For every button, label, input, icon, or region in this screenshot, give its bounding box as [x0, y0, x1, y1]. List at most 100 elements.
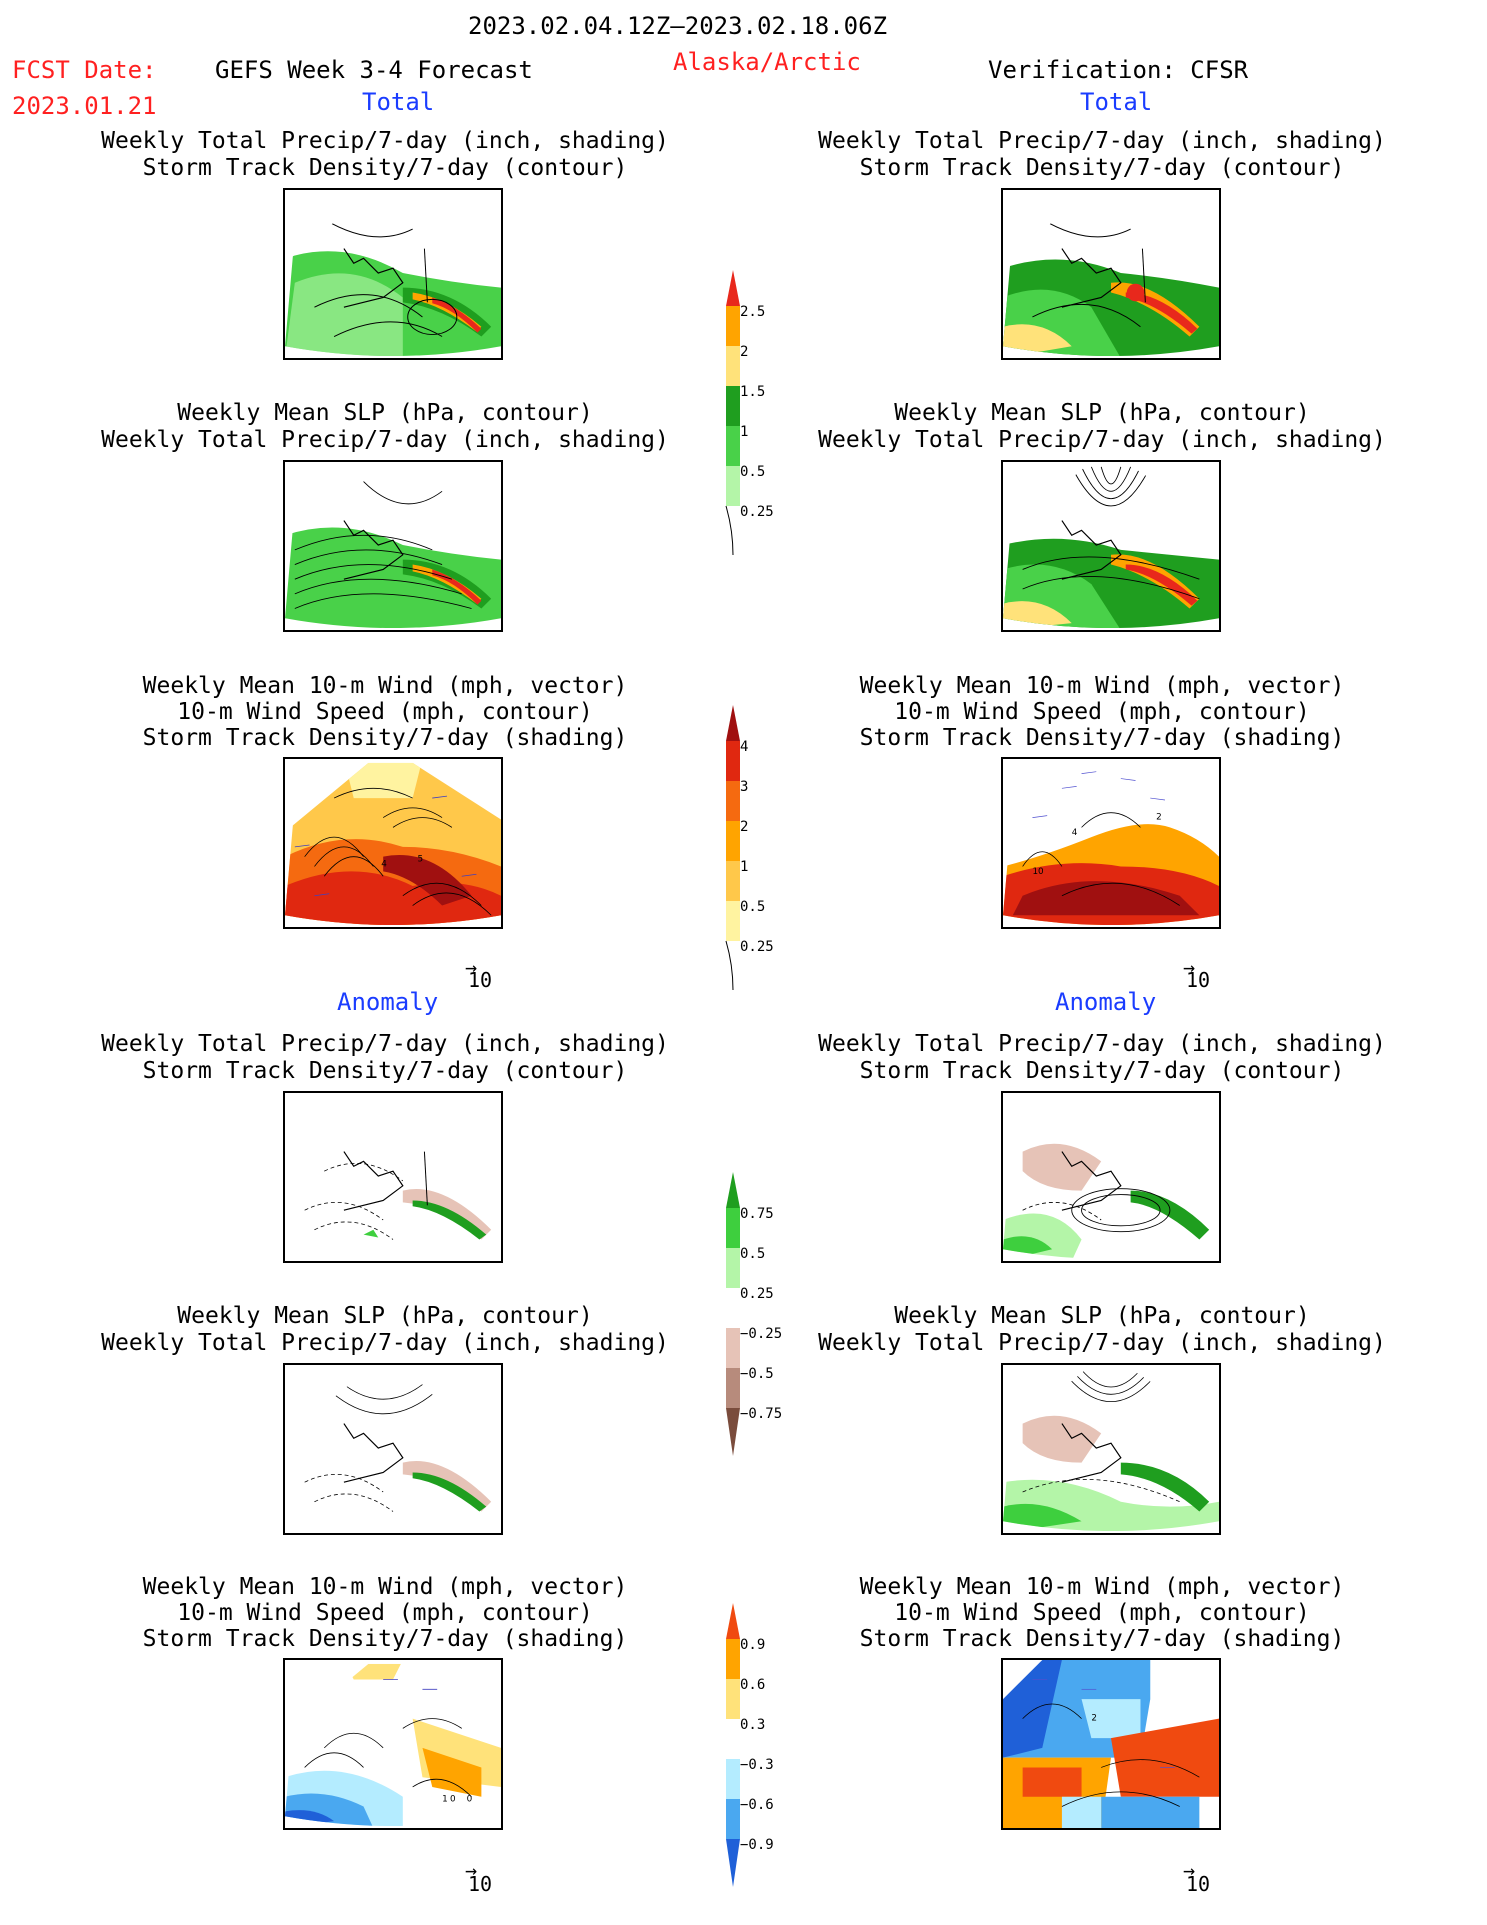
colorbar-label: 1 — [740, 424, 749, 440]
region-title: Alaska/Arctic — [673, 48, 861, 76]
colorbar-label: −0.25 — [740, 1326, 783, 1342]
colorbar-label: 0.9 — [740, 1637, 766, 1653]
fcst-date-value: 2023.01.21 — [12, 92, 157, 120]
colorbar-label: 1.5 — [740, 384, 766, 400]
panel-title-r3-left-2: 10-m Wind Speed (mph, contour) — [177, 699, 593, 725]
panel-title-r1-right-2: Storm Track Density/7-day (contour) — [859, 155, 1345, 181]
colorbar-swatch — [726, 861, 740, 901]
colorbar-swatch — [726, 705, 740, 741]
colorbar-swatch — [726, 1248, 740, 1288]
verification-title: Verification: CFSR — [988, 56, 1249, 84]
map-precip-anom-cfsr — [1001, 1091, 1221, 1263]
colorbar-swatch — [726, 1408, 740, 1456]
colorbar-swatch — [726, 426, 740, 466]
colorbar-swatch — [726, 1799, 740, 1839]
contour-label: 2 — [1091, 1714, 1097, 1724]
panel-title-r5-left-1: Weekly Mean SLP (hPa, contour) — [177, 1303, 593, 1329]
colorbar-label: 4 — [740, 739, 749, 755]
vector-ref-arrow-icon: → — [465, 1858, 478, 1882]
contour-label: 0 — [450, 1795, 456, 1805]
colorbar-swatch — [726, 1328, 740, 1368]
colorbar-label: 0.75 — [740, 1206, 774, 1222]
section-anomaly-left: Anomaly — [337, 988, 439, 1016]
fcst-date-label: FCST Date: — [12, 56, 157, 84]
map-wind-anom-cfsr: 2 — [1001, 1658, 1221, 1830]
map-precip-anom-gefs — [283, 1091, 503, 1263]
colorbar-label: −0.9 — [740, 1837, 774, 1853]
panel-title-r3-left-1: Weekly Mean 10-m Wind (mph, vector) — [142, 673, 628, 699]
colorbar-label: 0.5 — [740, 464, 766, 480]
panel-title-r2-right-1: Weekly Mean SLP (hPa, contour) — [894, 400, 1310, 426]
colorbar-swatch — [726, 1172, 740, 1208]
colorbar-swatch — [726, 1759, 740, 1799]
colorbar-label: 0.25 — [740, 1286, 774, 1302]
panel-title-r2-left-1: Weekly Mean SLP (hPa, contour) — [177, 400, 593, 426]
colorbar-swatch — [726, 1679, 740, 1719]
panel-title-r5-right-2: Weekly Total Precip/7-day (inch, shading… — [818, 1330, 1386, 1356]
vector-ref-arrow-icon: → — [465, 955, 478, 979]
vector-ref-arrow-icon: → — [1183, 1858, 1196, 1882]
colorbar-label: 2.5 — [740, 304, 766, 320]
colorbar-swatch — [726, 1603, 740, 1639]
panel-title-r5-left-2: Weekly Total Precip/7-day (inch, shading… — [101, 1330, 669, 1356]
colorbar-precip-total: 2.5 2 1.5 1 0.5 0.25 — [722, 270, 782, 560]
contour-label: 5 — [418, 855, 424, 865]
colorbar-label: 2 — [740, 344, 749, 360]
section-total-left: Total — [362, 88, 435, 116]
contour-label: 1 — [442, 1795, 448, 1805]
map-slp-total-gefs — [283, 460, 503, 632]
colorbar-label: 0.25 — [740, 504, 774, 520]
vector-ref-label: 10 — [1186, 1872, 1211, 1896]
panel-title-r6-right-3: Storm Track Density/7-day (shading) — [859, 1626, 1345, 1652]
colorbar-label: 0.6 — [740, 1677, 766, 1693]
panel-title-r6-left-1: Weekly Mean 10-m Wind (mph, vector) — [142, 1574, 628, 1600]
colorbar-label: 0.25 — [740, 939, 774, 955]
panel-title-r2-left-2: Weekly Total Precip/7-day (inch, shading… — [101, 427, 669, 453]
colorbar-swatch — [726, 346, 740, 386]
map-wind-total-gefs: 4 5 — [283, 757, 503, 929]
colorbar-storm-total: 4 3 2 1 0.5 0.25 — [722, 705, 782, 995]
section-anomaly-right: Anomaly — [1055, 988, 1157, 1016]
colorbar-swatch — [726, 1639, 740, 1679]
panel-title-r6-right-2: 10-m Wind Speed (mph, contour) — [894, 1600, 1310, 1626]
colorbar-swatch — [726, 1719, 740, 1759]
date-range-title: 2023.02.04.12Z–2023.02.18.06Z — [468, 12, 888, 40]
vector-ref-arrow-icon: → — [1183, 955, 1196, 979]
colorbar-label: 0.3 — [740, 1717, 766, 1733]
panel-title-r2-right-2: Weekly Total Precip/7-day (inch, shading… — [818, 427, 1386, 453]
colorbar-label: −0.6 — [740, 1797, 774, 1813]
colorbar-swatch — [726, 1208, 740, 1248]
colorbar-swatch — [726, 1839, 740, 1887]
colorbar-swatch — [726, 781, 740, 821]
colorbar-label: 1 — [740, 859, 749, 875]
panel-title-r4-left-2: Storm Track Density/7-day (contour) — [142, 1058, 628, 1084]
panel-title-r3-right-1: Weekly Mean 10-m Wind (mph, vector) — [859, 673, 1345, 699]
contour-label: 2 — [1156, 813, 1162, 823]
panel-title-r6-right-1: Weekly Mean 10-m Wind (mph, vector) — [859, 1574, 1345, 1600]
panel-title-r3-right-2: 10-m Wind Speed (mph, contour) — [894, 699, 1310, 725]
panel-title-r3-left-3: Storm Track Density/7-day (shading) — [142, 725, 628, 751]
colorbar-label: −0.3 — [740, 1757, 774, 1773]
colorbar-precip-anom: 0.75 0.5 0.25 −0.25 −0.5 −0.75 — [722, 1172, 802, 1462]
panel-title-r3-right-3: Storm Track Density/7-day (shading) — [859, 725, 1345, 751]
colorbar-label: 0.5 — [740, 1246, 766, 1262]
map-slp-anom-cfsr — [1001, 1363, 1221, 1535]
colorbar-label: −0.5 — [740, 1366, 774, 1382]
panel-title-r5-right-1: Weekly Mean SLP (hPa, contour) — [894, 1303, 1310, 1329]
panel-title-r6-left-2: 10-m Wind Speed (mph, contour) — [177, 1600, 593, 1626]
panel-title-r6-left-3: Storm Track Density/7-day (shading) — [142, 1626, 628, 1652]
colorbar-swatch — [726, 466, 740, 506]
contour-label: 10 — [1032, 867, 1044, 877]
map-wind-anom-gefs: 1 0 0 — [283, 1658, 503, 1830]
map-precip-total-cfsr — [1001, 188, 1221, 360]
panel-title-r1-left-2: Storm Track Density/7-day (contour) — [142, 155, 628, 181]
panel-title-r1-left-1: Weekly Total Precip/7-day (inch, shading… — [101, 128, 669, 154]
colorbar-swatch — [726, 1368, 740, 1408]
vector-ref-label: 10 — [468, 968, 493, 992]
contour-label: 0 — [467, 1795, 473, 1805]
contour-label: 4 — [381, 859, 387, 869]
colorbar-swatch — [726, 270, 740, 306]
panel-title-r4-left-1: Weekly Total Precip/7-day (inch, shading… — [101, 1031, 669, 1057]
panel-title-r4-right-2: Storm Track Density/7-day (contour) — [859, 1058, 1345, 1084]
map-precip-total-gefs — [283, 188, 503, 360]
